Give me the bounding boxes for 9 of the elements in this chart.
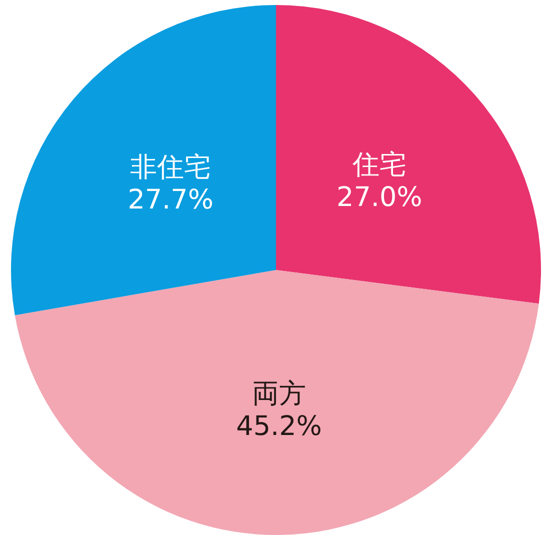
slice-label: 両方 bbox=[252, 378, 306, 410]
data-label: 27.0% bbox=[336, 182, 422, 213]
pie-slice bbox=[11, 5, 276, 316]
pie-slice bbox=[14, 270, 539, 535]
slice-label: 住宅 bbox=[351, 150, 406, 181]
data-label: 45.2% bbox=[236, 410, 322, 442]
slice-label: 非住宅 bbox=[130, 152, 212, 183]
pie-slice bbox=[276, 5, 541, 304]
data-label: 27.7% bbox=[128, 184, 214, 216]
